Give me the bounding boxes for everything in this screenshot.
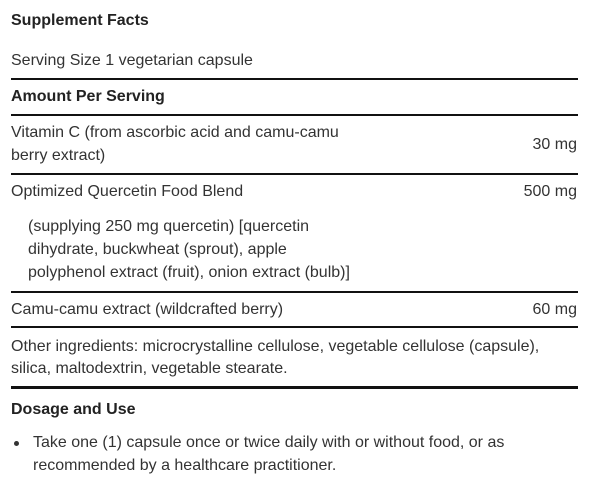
- amount-per-serving-header: Amount Per Serving: [11, 88, 165, 105]
- blend-detail: dihydrate, buckwheat (sprout), apple: [28, 241, 287, 258]
- nutrient-amount: 60 mg: [532, 301, 577, 318]
- divider: [11, 173, 578, 175]
- nutrient-amount: 30 mg: [532, 136, 577, 153]
- blend-detail: polyphenol extract (fruit), onion extrac…: [28, 264, 350, 281]
- divider: [11, 326, 578, 328]
- blend-detail: (supplying 250 mg quercetin) [quercetin: [28, 218, 310, 235]
- nutrient-name: berry extract): [11, 147, 106, 164]
- divider: [11, 114, 578, 116]
- nutrient-name: Camu-camu extract (wildcrafted berry): [11, 301, 284, 318]
- other-ingredients: Other ingredients: microcrystalline cell…: [11, 338, 540, 355]
- divider: [11, 386, 578, 389]
- page-title: Supplement Facts: [11, 12, 149, 29]
- nutrient-amount: 500 mg: [523, 183, 577, 200]
- nutrient-name: Vitamin C (from ascorbic acid and camu-c…: [11, 124, 339, 141]
- other-ingredients: silica, maltodextrin, vegetable stearate…: [11, 360, 288, 377]
- dosage-heading: Dosage and Use: [11, 401, 136, 418]
- bullet-icon: [14, 441, 19, 446]
- divider: [11, 78, 578, 80]
- divider: [11, 291, 578, 293]
- serving-size: Serving Size 1 vegetarian capsule: [11, 52, 253, 69]
- dosage-instruction: Take one (1) capsule once or twice daily…: [33, 434, 505, 451]
- dosage-instruction: recommended by a healthcare practitioner…: [33, 457, 337, 474]
- nutrient-name: Optimized Quercetin Food Blend: [11, 183, 244, 200]
